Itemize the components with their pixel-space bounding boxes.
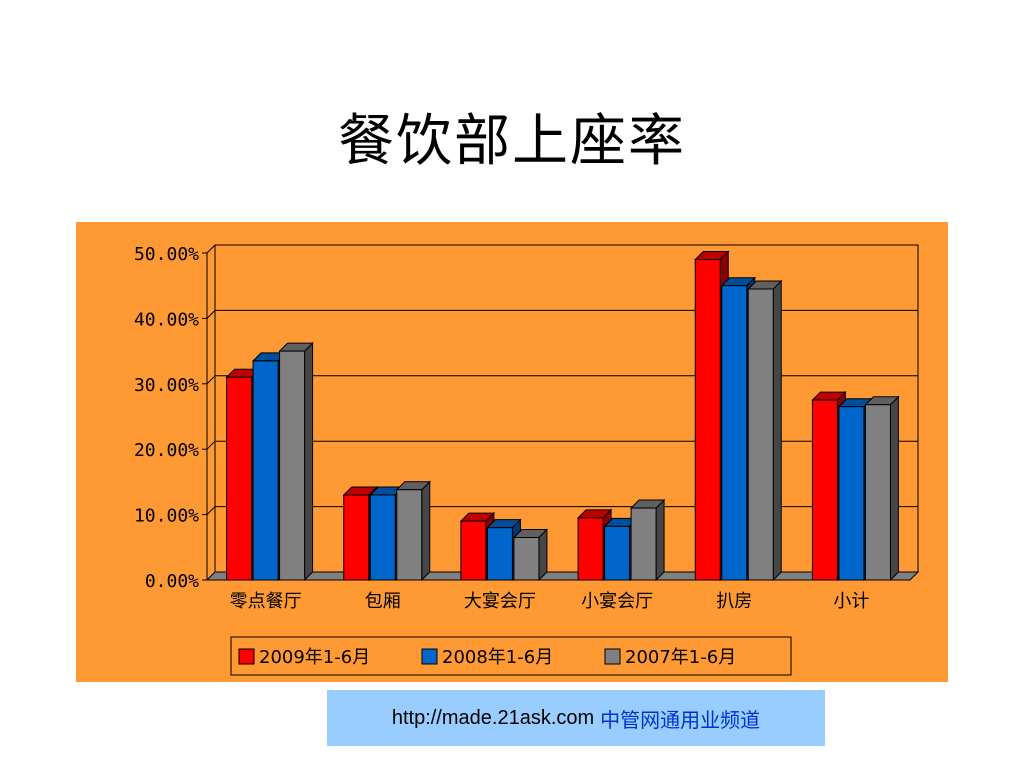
legend-swatch	[421, 648, 438, 665]
footer-banner: http://made.21ask.com 中管网通用业频道	[327, 690, 825, 746]
bar	[577, 517, 604, 581]
bar	[369, 494, 396, 581]
y-tick-label: 30.00%	[134, 375, 199, 396]
bar	[838, 406, 865, 581]
y-tick-label: 0.00%	[145, 571, 199, 592]
bar-side	[421, 480, 431, 582]
bar	[864, 404, 891, 581]
x-tick-label: 小计	[833, 591, 869, 612]
x-tick-label: 小宴会厅	[581, 590, 653, 612]
bar-side	[655, 498, 665, 582]
chart-svg: 0.00% 10.00% 20.00% 30.00% 40.00% 50.00% 零点餐厅 包…	[134, 244, 920, 676]
plot-floor	[205, 571, 920, 581]
gridline-side	[206, 506, 216, 515]
bar-side	[304, 341, 314, 582]
x-tick-label: 扒房	[716, 591, 752, 612]
bar	[721, 285, 748, 581]
bar	[279, 350, 306, 581]
legend-swatch	[604, 648, 621, 665]
bar	[604, 525, 631, 581]
footer-url[interactable]: http://made.21ask.com	[391, 706, 595, 729]
bar	[630, 507, 657, 581]
legend-box	[230, 636, 792, 676]
bar	[460, 520, 487, 581]
gridline-side	[206, 244, 216, 254]
bar	[396, 489, 423, 581]
bar	[513, 536, 540, 581]
chart-panel: 0.00% 10.00% 20.00% 30.00% 40.00% 50.00% 零点餐厅 包…	[76, 222, 948, 682]
gridline-side	[206, 375, 216, 385]
x-tick-label: 包厢	[365, 591, 401, 612]
y-tick-label: 10.00%	[134, 506, 199, 527]
legend-label: 2008年1-6月	[442, 647, 553, 668]
bar-side	[772, 279, 782, 582]
bar	[747, 288, 774, 581]
y-tick-label: 40.00%	[134, 309, 199, 330]
bar	[226, 376, 253, 581]
legend-label: 2007年1-6月	[625, 647, 736, 668]
y-tick-label: 50.00%	[134, 244, 199, 265]
footer-channel: 中管网通用业频道	[600, 707, 761, 732]
legend-label: 2009年1-6月	[259, 647, 370, 668]
x-tick-label: 大宴会厅	[464, 590, 536, 612]
slide-title: 餐饮部上座率	[338, 109, 686, 174]
y-tick-label: 20.00%	[134, 440, 199, 461]
bar	[252, 360, 279, 581]
bar	[694, 259, 721, 581]
bar-side	[889, 395, 899, 582]
bar-side	[538, 528, 548, 582]
bar	[486, 527, 513, 581]
legend-swatch	[238, 648, 255, 665]
bar	[343, 494, 370, 581]
x-tick-label: 零点餐厅	[230, 591, 302, 612]
gridline-side	[206, 310, 216, 319]
gridline-side	[206, 440, 216, 450]
bar	[811, 399, 838, 581]
